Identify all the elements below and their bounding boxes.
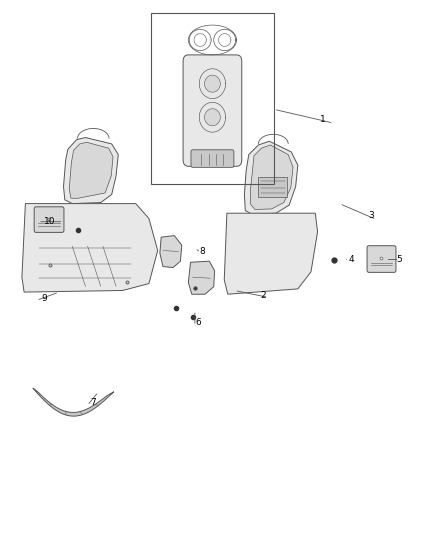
Bar (151, 13, 274, 184)
Text: 6: 6 (195, 318, 201, 327)
Polygon shape (69, 142, 113, 198)
Text: 8: 8 (199, 247, 205, 256)
Text: 5: 5 (396, 255, 402, 264)
FancyBboxPatch shape (191, 150, 234, 167)
Text: 2: 2 (261, 292, 266, 300)
Text: 3: 3 (368, 212, 374, 220)
Polygon shape (160, 236, 182, 268)
Polygon shape (258, 177, 287, 197)
Text: 9: 9 (42, 294, 47, 303)
Polygon shape (33, 388, 114, 416)
Polygon shape (188, 261, 215, 294)
Polygon shape (22, 204, 158, 292)
Polygon shape (64, 138, 118, 204)
FancyBboxPatch shape (183, 55, 242, 166)
Polygon shape (251, 145, 293, 209)
FancyBboxPatch shape (367, 246, 396, 272)
Text: 7: 7 (90, 398, 95, 407)
Polygon shape (205, 109, 220, 126)
Text: 1: 1 (320, 116, 325, 124)
Polygon shape (224, 213, 318, 294)
FancyBboxPatch shape (34, 207, 64, 232)
Text: 10: 10 (44, 217, 55, 226)
Text: 4: 4 (348, 255, 354, 264)
Polygon shape (244, 141, 298, 214)
Polygon shape (205, 75, 220, 92)
